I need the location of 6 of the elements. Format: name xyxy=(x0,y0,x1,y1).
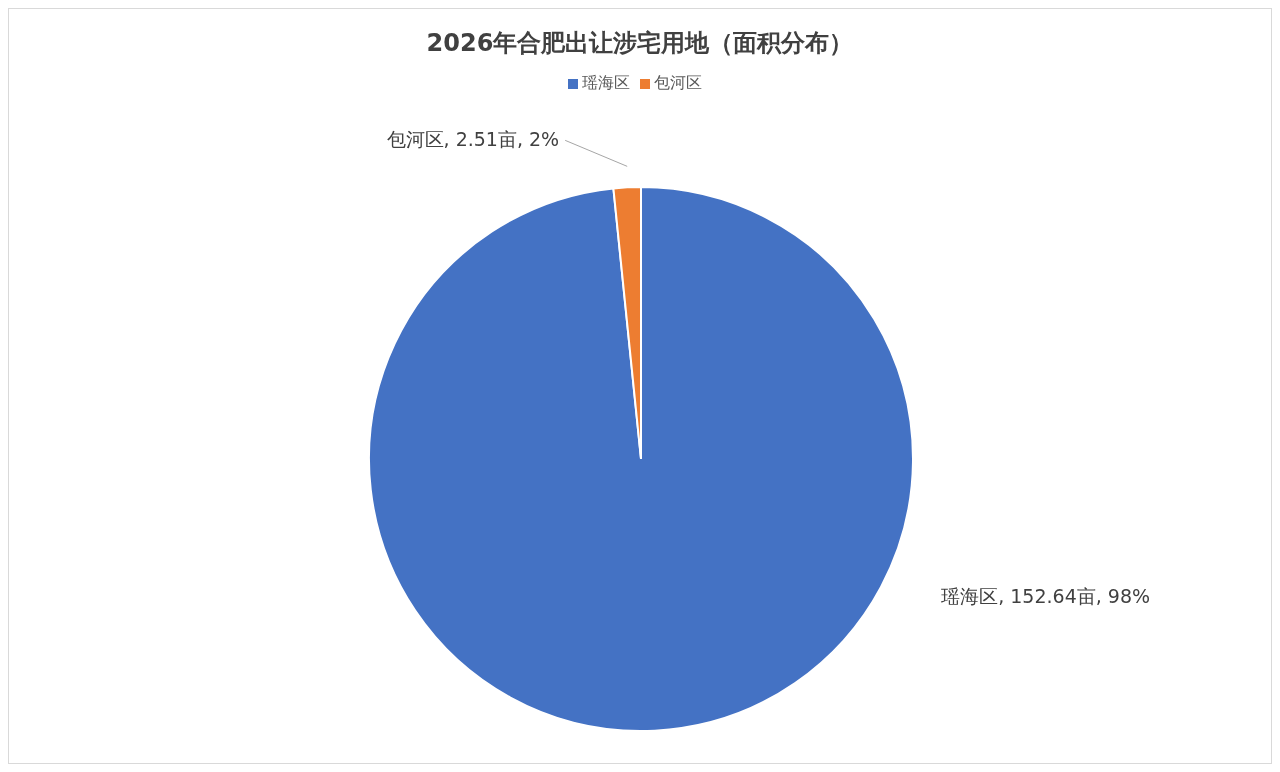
data-label: 瑶海区, 152.64亩, 98% xyxy=(941,585,1151,608)
chart-title: 2026年合肥出让涉宅用地（面积分布） xyxy=(425,28,855,59)
pie-slice xyxy=(368,186,914,732)
data-label: 包河区, 2.51亩, 2% xyxy=(386,127,560,150)
legend-label: 包河区 xyxy=(654,73,702,92)
legend-label: 瑶海区 xyxy=(582,73,630,92)
